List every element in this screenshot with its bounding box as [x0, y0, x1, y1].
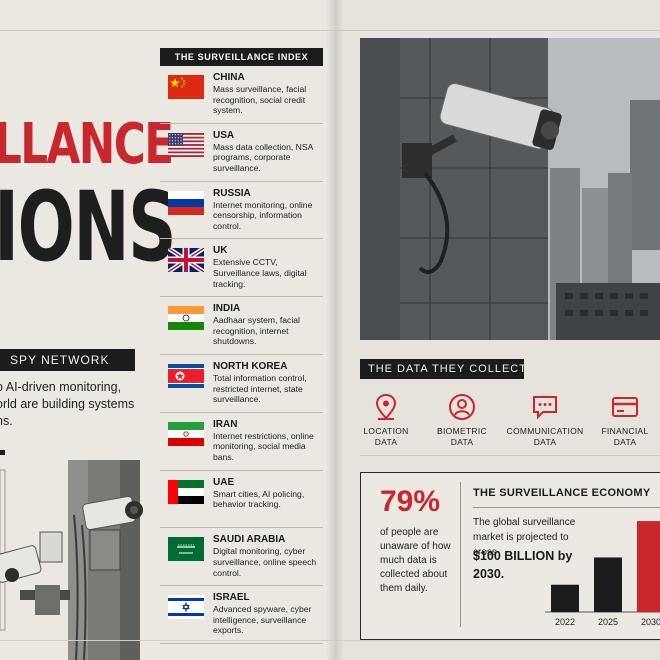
- index-row-iran: IRAN Internet restrictions, online monito…: [160, 413, 323, 471]
- pole-cameras-photo: [0, 455, 160, 660]
- country-description: Smart cities, AI policing, behavior trac…: [213, 488, 305, 510]
- bar-2022: [551, 584, 579, 612]
- collect-label-line1: BIOMETRIC: [437, 426, 487, 436]
- intro-text: o AI-driven monitoring, orld are buildin…: [0, 380, 135, 428]
- china-flag-icon: [168, 75, 204, 99]
- collect-item: BIOMETRIC DATA: [422, 392, 502, 448]
- country-description: Aadhaar system, facial recognition, inte…: [213, 315, 300, 347]
- country-name: INDIA: [213, 303, 241, 315]
- country-name: RUSSIA: [213, 187, 251, 199]
- headline-line2: IONS: [0, 171, 177, 283]
- uk-flag-icon: [168, 248, 204, 273]
- country-name: ISRAEL: [213, 592, 250, 604]
- index-row-usa: USA Mass data collection, NSA programs, c…: [160, 124, 323, 182]
- economy-description: The global surveillance market is projec…: [473, 517, 576, 558]
- country-description: Internet monitoring, online censorship, …: [213, 199, 313, 231]
- index-row-china: CHINA Mass surveillance, facial recogniti…: [160, 66, 323, 124]
- russia-flag-icon: [168, 190, 204, 215]
- usa-flag-icon: [168, 132, 204, 157]
- bar-2025: [594, 557, 622, 612]
- bottom-rule: [0, 640, 660, 641]
- country-name: NORTH KOREA: [213, 360, 288, 372]
- collect-label-line2: DATA: [450, 437, 474, 447]
- country-description: Mass surveillance, facial recognition, s…: [213, 84, 307, 116]
- collect-label-line2: DATA: [613, 437, 637, 447]
- bar-2030: [637, 521, 660, 612]
- uae-flag-icon: [168, 479, 204, 504]
- tick-label: 2022: [555, 617, 575, 627]
- collect-label-line1: FINANCIAL: [601, 426, 649, 436]
- country-name: IRAN: [213, 418, 238, 430]
- country-description: Digital monitoring, cyber surveillance, …: [213, 546, 317, 578]
- country-description: Mass data collection, NSA programs, corp…: [213, 141, 313, 173]
- economy-highlight: $100 BILLION by 2030.: [473, 549, 573, 581]
- top-rule: [0, 30, 660, 31]
- biometric-face-icon: [449, 394, 475, 420]
- iran-flag-icon: [168, 421, 204, 446]
- country-description: Advanced spyware, cyber intelligence, su…: [213, 604, 312, 636]
- index-row-uk: UK Extensive CCTV, Surveillance laws, dig…: [160, 239, 323, 298]
- country-description: Internet restrictions, online monitoring…: [213, 430, 314, 462]
- collect-item: COMMUNICATION DATA: [505, 392, 585, 448]
- country-name: UAE: [213, 476, 235, 488]
- collect-label-line1: LOCATION: [363, 426, 409, 436]
- credit-card-icon: [612, 397, 638, 417]
- country-name: UK: [213, 245, 228, 257]
- india-flag-icon: [168, 306, 204, 331]
- stat-percent: 79%: [380, 485, 441, 518]
- israel-flag-icon: [168, 595, 204, 620]
- surveillance-index-list: CHINA Mass surveillance, facial recogniti…: [160, 66, 323, 644]
- index-row-india: INDIA Aadhaar system, facial recognition,…: [160, 297, 323, 355]
- collect-label-line2: DATA: [374, 437, 398, 447]
- page-gutter: [326, 0, 344, 660]
- index-row-russia: RUSSIA Internet monitoring, online censor…: [160, 182, 323, 240]
- index-row-uae: UAE Smart cities, AI policing, behavior t…: [160, 471, 323, 529]
- headline-line1: LLANCE: [0, 112, 174, 177]
- market-bar-chart: 2022 2025 2030: [545, 521, 660, 627]
- headline: LLANCE IONS: [0, 112, 177, 283]
- index-title: THE SURVEILLANCE INDEX: [160, 48, 323, 66]
- economy-title: THE SURVEILLANCE ECONOMY: [473, 487, 651, 499]
- country-name: CHINA: [213, 72, 245, 83]
- saudi-arabia-flag-icon: [168, 537, 204, 562]
- index-row-north-korea: NORTH KOREA Total information control, re…: [160, 355, 323, 413]
- section-divider: [360, 455, 660, 456]
- chat-bubble-icon: [533, 396, 557, 420]
- north-korea-flag-icon: [168, 363, 204, 388]
- tick-label: 2025: [598, 617, 618, 627]
- stat-description: of people are unaware of how much data i…: [380, 527, 451, 594]
- collect-title: THE DATA THEY COLLECT: [360, 359, 526, 379]
- country-name: SAUDI ARABIA: [213, 534, 286, 546]
- security-camera-photo: [360, 38, 660, 340]
- collect-item: LOCATION DATA: [346, 392, 426, 448]
- country-name: USA: [213, 129, 235, 141]
- tick-label: 2030: [641, 617, 660, 627]
- index-row-israel: ISRAEL Advanced spyware, cyber intelligen…: [160, 586, 323, 644]
- collect-item: FINANCIAL DATA: [585, 392, 660, 448]
- collect-label-line2: DATA: [533, 437, 557, 447]
- location-pin-icon: [375, 393, 397, 420]
- economy-rule: [473, 507, 660, 508]
- index-row-saudi-arabia: SAUDI ARABIA Digital monitoring, cyber su…: [160, 528, 323, 587]
- country-description: Total information control, restricted in…: [213, 372, 307, 405]
- spy-network-tag: SPY NETWORK: [0, 349, 135, 371]
- country-description: Extensive CCTV, Surveillance laws, digit…: [213, 257, 307, 289]
- stat-separator: [460, 482, 461, 627]
- collect-label-line1: COMMUNICATION: [506, 426, 584, 436]
